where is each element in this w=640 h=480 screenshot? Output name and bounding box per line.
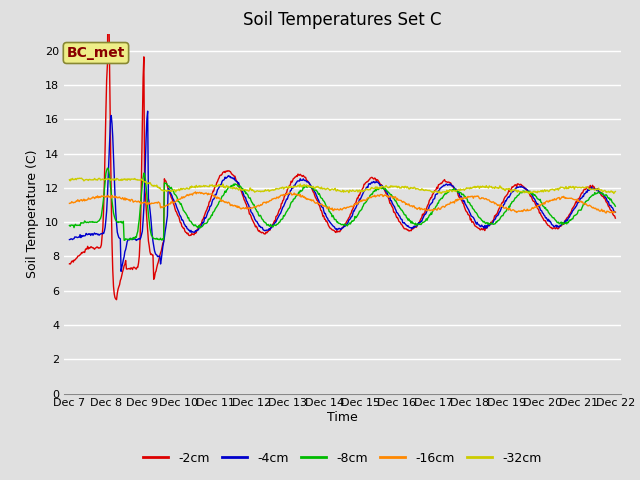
- -4cm: [76, 234, 83, 240]
- -2cm: [611, 215, 619, 221]
- -16cm: [217, 197, 225, 203]
- Line: -32cm: -32cm: [70, 178, 615, 193]
- -4cm: [410, 223, 418, 229]
- Title: Soil Temperatures Set C: Soil Temperatures Set C: [243, 11, 442, 29]
- -16cm: [187, 191, 195, 197]
- -32cm: [426, 187, 433, 193]
- -16cm: [132, 198, 140, 204]
- -32cm: [188, 183, 196, 189]
- -8cm: [133, 231, 141, 237]
- -8cm: [611, 204, 619, 209]
- -8cm: [218, 195, 225, 201]
- -4cm: [426, 202, 434, 208]
- Text: BC_met: BC_met: [67, 46, 125, 60]
- -32cm: [611, 189, 619, 194]
- -4cm: [117, 268, 125, 274]
- -8cm: [120, 238, 128, 243]
- -32cm: [132, 177, 140, 183]
- -4cm: [189, 229, 196, 235]
- -2cm: [113, 297, 120, 302]
- -32cm: [76, 176, 84, 181]
- -32cm: [66, 177, 74, 183]
- -2cm: [133, 264, 141, 270]
- -8cm: [189, 221, 196, 227]
- Line: -16cm: -16cm: [70, 192, 615, 213]
- -16cm: [191, 189, 199, 195]
- -32cm: [525, 191, 532, 196]
- -16cm: [410, 203, 417, 209]
- -4cm: [132, 238, 140, 243]
- -4cm: [611, 209, 619, 215]
- -32cm: [76, 175, 83, 181]
- -8cm: [426, 212, 434, 218]
- -2cm: [426, 196, 434, 202]
- -32cm: [217, 184, 225, 190]
- -4cm: [144, 108, 152, 114]
- -8cm: [410, 221, 418, 227]
- -4cm: [66, 237, 74, 242]
- X-axis label: Time: Time: [327, 411, 358, 424]
- Line: -8cm: -8cm: [70, 168, 615, 240]
- -8cm: [66, 223, 74, 228]
- -8cm: [76, 222, 83, 228]
- -16cm: [426, 207, 433, 213]
- -2cm: [66, 261, 74, 267]
- Y-axis label: Soil Temperature (C): Soil Temperature (C): [26, 149, 40, 278]
- -16cm: [76, 199, 83, 204]
- -2cm: [410, 225, 418, 231]
- -2cm: [189, 231, 196, 237]
- -2cm: [218, 172, 225, 178]
- Line: -2cm: -2cm: [70, 0, 615, 300]
- -16cm: [602, 210, 610, 216]
- -4cm: [218, 181, 225, 187]
- -8cm: [104, 165, 111, 171]
- -16cm: [611, 209, 619, 215]
- -16cm: [66, 201, 74, 206]
- -2cm: [76, 253, 83, 259]
- -32cm: [410, 185, 417, 191]
- Line: -4cm: -4cm: [70, 111, 615, 271]
- Legend: -2cm, -4cm, -8cm, -16cm, -32cm: -2cm, -4cm, -8cm, -16cm, -32cm: [138, 447, 547, 469]
